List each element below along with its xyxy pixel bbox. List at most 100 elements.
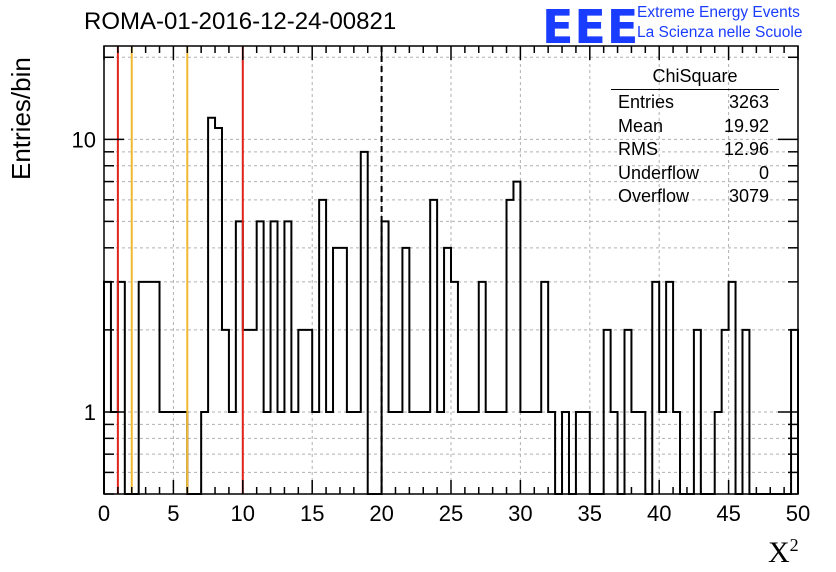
stats-label: Overflow xyxy=(618,186,690,206)
histogram-bin xyxy=(493,412,500,494)
histogram-bin xyxy=(340,248,347,494)
histogram-bin xyxy=(104,282,111,494)
stats-label: Underflow xyxy=(618,162,700,183)
histogram-bin xyxy=(354,412,361,494)
histogram-bin xyxy=(160,412,167,494)
histogram-bin xyxy=(722,330,729,494)
histogram-bin xyxy=(153,282,160,494)
histogram-bin xyxy=(278,412,285,494)
histogram-bin xyxy=(520,412,527,494)
y-axis-label: Entries/bin xyxy=(6,57,36,180)
histogram-bin xyxy=(173,412,180,494)
histogram-bin xyxy=(451,282,458,494)
histogram-bin xyxy=(271,221,278,494)
stats-value: 3079 xyxy=(728,186,769,206)
histogram-bin xyxy=(486,412,493,494)
histogram-bin xyxy=(625,330,632,494)
histogram-bin xyxy=(694,330,701,494)
histogram-bin xyxy=(465,412,472,494)
histogram-bin xyxy=(472,412,479,494)
histogram-bin xyxy=(715,412,722,494)
histogram-bin xyxy=(583,412,590,494)
histogram-bin xyxy=(389,412,396,494)
histogram-bin xyxy=(395,412,402,494)
y-tick-label: 1 xyxy=(84,400,96,425)
histogram-bin xyxy=(215,128,222,494)
histogram-bin xyxy=(333,248,340,494)
histogram-bin xyxy=(347,412,354,494)
x-tick-label: 45 xyxy=(716,501,740,526)
histogram-bin xyxy=(729,282,736,494)
histogram-bin xyxy=(139,282,146,494)
logo-line-1: Extreme Energy Events xyxy=(637,4,800,21)
histogram-bin xyxy=(291,412,298,494)
x-tick-label: 50 xyxy=(786,501,810,526)
x-tick-label: 25 xyxy=(439,501,463,526)
histogram-bin xyxy=(562,412,569,494)
histogram-bin xyxy=(742,330,749,494)
eee-logo: EEE xyxy=(542,0,640,54)
stats-value: 3263 xyxy=(728,92,769,112)
stats-row-rms: RMS 12.96 xyxy=(613,138,777,162)
histogram-bin xyxy=(673,412,680,494)
histogram-bin xyxy=(166,412,173,494)
histogram-bin xyxy=(257,221,264,494)
histogram-bin xyxy=(243,330,250,494)
histogram-bin xyxy=(479,282,486,494)
histogram-bin xyxy=(611,412,618,494)
histogram-bin xyxy=(430,200,437,494)
x-tick-label: 35 xyxy=(578,501,602,526)
stats-label: Mean xyxy=(618,115,664,136)
histogram-bin xyxy=(229,412,236,494)
histogram-bin xyxy=(264,412,271,494)
x-tick-label: 40 xyxy=(647,501,671,526)
histogram-bin xyxy=(319,200,326,494)
stats-label: Entries xyxy=(618,92,675,112)
histogram-bin xyxy=(402,248,409,494)
stats-value: 12.96 xyxy=(723,139,769,159)
x-axis-label-base: X xyxy=(768,536,790,569)
histogram-bin xyxy=(180,412,187,494)
histogram-bin xyxy=(312,412,319,494)
stats-row-mean: Mean 19.92 xyxy=(613,115,777,139)
stats-row-entries: Entries 3263 xyxy=(613,91,777,115)
histogram-bin xyxy=(638,412,645,494)
histogram-bin xyxy=(326,412,333,494)
histogram-bin xyxy=(201,412,208,494)
stats-value: 19.92 xyxy=(723,115,769,136)
histogram-bin xyxy=(298,330,305,494)
histogram-bin xyxy=(222,330,229,494)
histogram-bin xyxy=(444,248,451,494)
histogram-bin xyxy=(513,182,520,494)
histogram-bin xyxy=(423,412,430,494)
histogram-bin xyxy=(500,412,507,494)
y-tick-label: 10 xyxy=(72,127,96,152)
stats-value: 0 xyxy=(758,162,769,183)
chart-title: ROMA-01-2016-12-24-00821 xyxy=(84,8,397,35)
x-tick-label: 10 xyxy=(231,501,255,526)
histogram-bin xyxy=(236,221,243,494)
histogram-bin xyxy=(507,200,514,494)
histogram-bin xyxy=(652,282,659,494)
histogram-bin xyxy=(361,152,368,494)
x-tick-label: 0 xyxy=(98,501,110,526)
histogram-bin xyxy=(527,412,534,494)
histogram-bin xyxy=(604,330,611,494)
histogram-bin xyxy=(659,412,666,494)
histogram-bin xyxy=(416,412,423,494)
histogram-bin xyxy=(250,330,257,494)
histogram-bin xyxy=(284,221,291,494)
histogram-bin xyxy=(437,412,444,494)
logo-line-2: La Scienza nelle Scuole xyxy=(637,24,803,41)
histogram-bin xyxy=(666,282,673,494)
stats-box: ChiSquare Entries 3263 Mean 19.92 RMS 12… xyxy=(611,66,779,209)
histogram-bin xyxy=(118,282,125,494)
histogram-bin xyxy=(382,221,389,494)
histogram-bin xyxy=(576,412,583,494)
histogram-bin xyxy=(534,412,541,494)
stats-label: RMS xyxy=(618,139,658,159)
histogram-bin xyxy=(146,282,153,494)
x-tick-label: 15 xyxy=(300,501,324,526)
histogram-bin xyxy=(409,412,416,494)
